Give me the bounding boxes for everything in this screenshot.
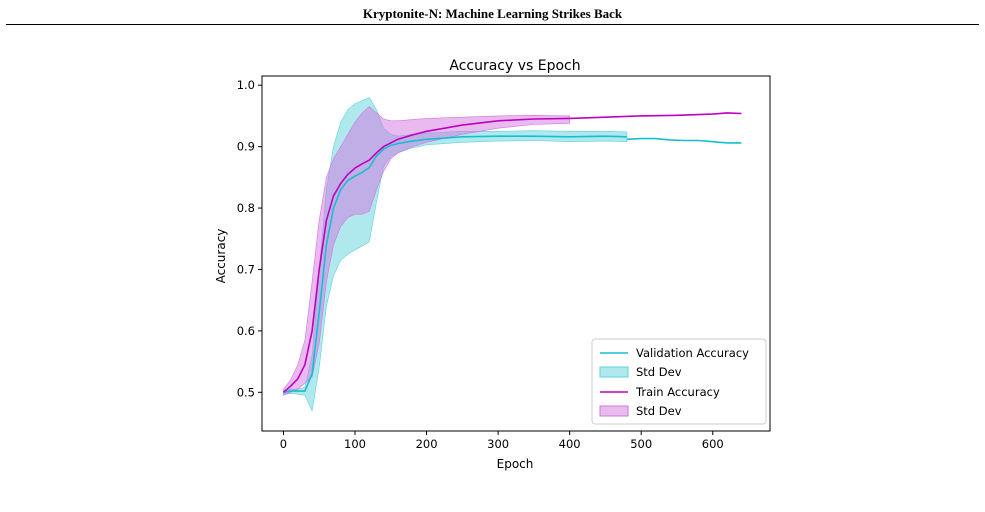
validation-accuracy-line-1 [626, 137, 742, 144]
y-tick-label: 0.8 [237, 201, 255, 215]
y-tick-label: 1.0 [237, 78, 255, 92]
validation-accuracy-line-0 [283, 135, 627, 394]
plot-frame [261, 75, 771, 432]
x-tick-label: 400 [559, 437, 581, 451]
legend-entry-train-std-dev: Std Dev [636, 404, 682, 418]
x-tick-label: 600 [702, 437, 724, 451]
y-tick-label: 0.5 [237, 385, 255, 399]
legend-frame [591, 338, 767, 425]
validation-std-dev-band [283, 97, 628, 412]
chart-title: Accuracy vs Epoch [449, 58, 580, 74]
y-tick-label: 0.9 [237, 140, 255, 154]
header-rule [6, 24, 979, 25]
x-tick-label: 100 [344, 437, 366, 451]
std-dev-bands [283, 97, 628, 412]
legend-entry-train-accuracy: Train Accuracy [635, 385, 720, 399]
y-tick-label: 0.7 [237, 262, 255, 276]
train-accuracy-line-2 [282, 117, 570, 393]
legend-train-band-swatch [599, 405, 629, 417]
legend-entry-validation-std-dev: Std Dev [636, 365, 682, 379]
x-tick-label: 0 [280, 437, 287, 451]
legend-entry-validation-accuracy: Validation Accuracy [636, 346, 749, 360]
x-tick-label: 500 [630, 437, 652, 451]
x-tick-label: 200 [416, 437, 438, 451]
x-tick-label: 300 [487, 437, 509, 451]
legend: Validation Accuracy Std Dev Train Accura… [591, 338, 767, 425]
train-std-dev-band [283, 106, 571, 396]
y-tick-label: 0.6 [237, 324, 255, 338]
axes: 0 100 200 300 400 500 600 0.5 0.6 0.7 0.8 0.9 1.0 [237, 75, 771, 451]
train-accuracy-line-3 [569, 112, 742, 120]
y-axis-label: Accuracy [214, 229, 228, 284]
running-header: Kryptonite-N: Machine Learning Strikes B… [362, 6, 623, 21]
legend-validation-band-swatch [599, 366, 629, 378]
x-axis-label: Epoch [497, 457, 534, 471]
accuracy-lines [282, 112, 742, 394]
